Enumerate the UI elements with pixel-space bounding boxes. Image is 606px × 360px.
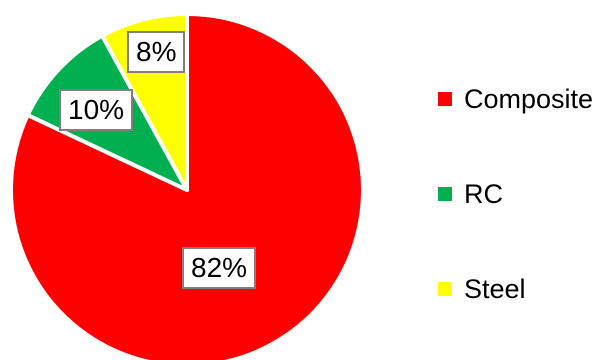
legend-label-steel: Steel: [464, 273, 526, 304]
legend: Composite RC Steel: [438, 82, 593, 360]
data-label-steel: 8%: [127, 31, 186, 73]
legend-label-rc: RC: [464, 178, 503, 209]
data-label-composite: 82%: [182, 247, 257, 289]
pie-slice-composite: [9, 12, 365, 360]
legend-item-steel: Steel: [438, 272, 593, 306]
data-label-rc: 10%: [59, 89, 134, 131]
legend-item-rc: RC: [438, 177, 593, 211]
legend-swatch-composite: [438, 92, 452, 106]
legend-swatch-rc: [438, 187, 452, 201]
legend-swatch-steel: [438, 282, 452, 296]
legend-item-composite: Composite: [438, 82, 593, 116]
legend-label-composite: Composite: [464, 83, 594, 114]
